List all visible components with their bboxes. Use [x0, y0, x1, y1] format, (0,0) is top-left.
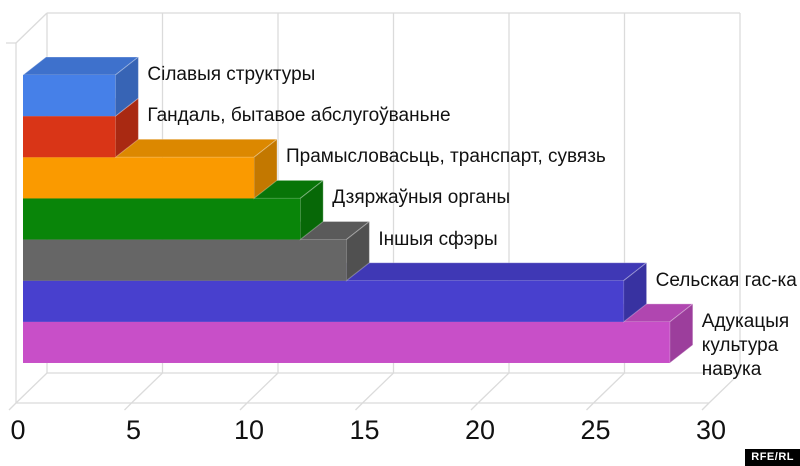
axis-tick-v30 [701, 402, 710, 411]
floor-gridline-v30 [708, 372, 741, 404]
bar-row-0 [21, 55, 140, 118]
axis-tick-v15 [355, 402, 363, 411]
bar-face-front [23, 239, 347, 281]
x-axis-tick-label: 0 [10, 415, 25, 445]
bar-face-front [23, 321, 670, 363]
axis-tick-v0 [8, 402, 17, 411]
x-axis-tick-label: 10 [234, 415, 264, 445]
floor-gridline-v15 [362, 372, 394, 404]
x-axis-tick-label: 25 [580, 415, 610, 445]
floor-gridline-v20 [477, 372, 510, 404]
bar-face-front [23, 75, 116, 117]
floor-gridline-v25 [593, 372, 625, 404]
axis-tick-v20 [470, 402, 479, 411]
bar-face-front [23, 116, 116, 158]
bar-row-2 [21, 138, 279, 200]
bar-face-front [23, 198, 301, 240]
axis-tick-v5 [124, 402, 132, 411]
x-axis-tick-label: 15 [349, 415, 379, 445]
axis-tick-v25 [586, 402, 594, 411]
watermark-rferl: RFE/RL [745, 449, 800, 466]
bar-face-front [23, 157, 254, 199]
axis-tick-v10 [239, 402, 248, 411]
left-top-depth-edge [15, 12, 48, 44]
x-axis-tick-label: 20 [465, 415, 495, 445]
x-axis-tick-label: 30 [696, 415, 726, 445]
floor-gridline-v5 [131, 372, 163, 404]
bar-face-front [23, 280, 624, 322]
floor-gridline-v10 [246, 372, 279, 404]
x-axis-tick-label: 5 [126, 415, 141, 445]
floor-gridline-v0 [15, 372, 48, 404]
